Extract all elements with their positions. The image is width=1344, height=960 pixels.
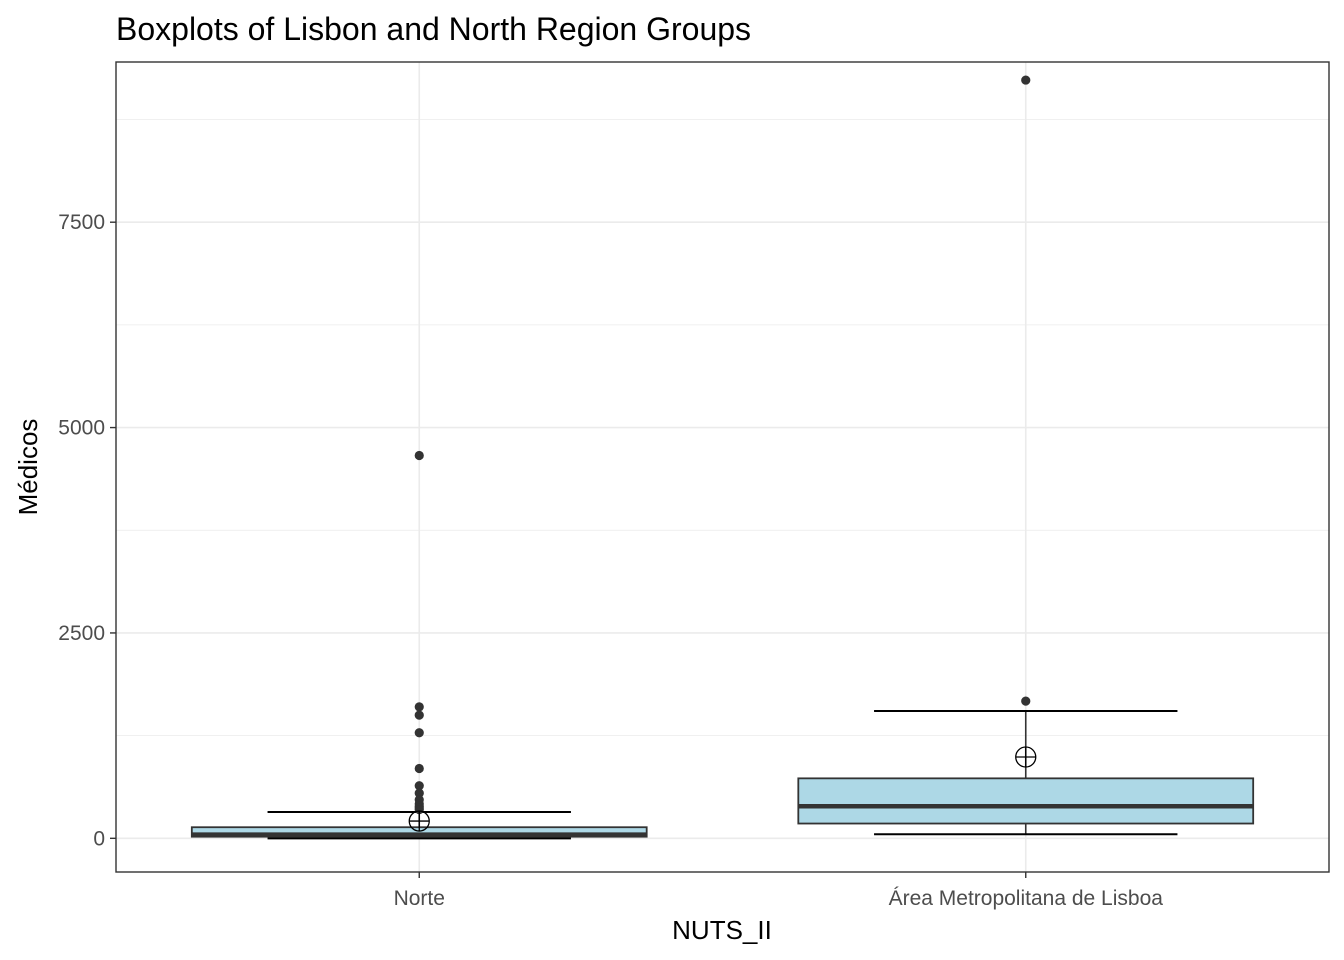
- plot-panel: [116, 62, 1329, 872]
- axes: 0 2500 5000 7500 Norte Área Metropolitana de …: [58, 211, 1163, 910]
- outlier-point: [414, 728, 424, 738]
- x-axis-title: NUTS_II: [672, 915, 772, 945]
- x-tick-label: Norte: [394, 887, 445, 910]
- outlier-point: [414, 763, 424, 774]
- boxplot-group: [797, 75, 1255, 836]
- outlier-point: [1021, 75, 1031, 85]
- y-tick-label: 2500: [58, 622, 105, 645]
- plot-panel-border: [115, 61, 1330, 873]
- outlier-point: [414, 450, 424, 461]
- boxplots: [190, 75, 1255, 840]
- outlier-point: [414, 788, 424, 798]
- x-tick-label: Área Metropolitana de Lisboa: [889, 887, 1164, 910]
- outlier-point: [414, 781, 424, 791]
- y-tick-label: 5000: [58, 417, 105, 440]
- y-tick-label: 7500: [58, 211, 105, 234]
- chart-title: Boxplots of Lisbon and North Region Grou…: [116, 11, 751, 47]
- outlier-point: [414, 710, 424, 720]
- outlier-point: [414, 702, 424, 712]
- iqr-box: [797, 777, 1255, 825]
- y-tick-label: 0: [93, 827, 105, 850]
- outlier-point: [1021, 696, 1031, 706]
- y-axis-title: Médicos: [13, 419, 43, 516]
- boxplot-group: [190, 450, 648, 840]
